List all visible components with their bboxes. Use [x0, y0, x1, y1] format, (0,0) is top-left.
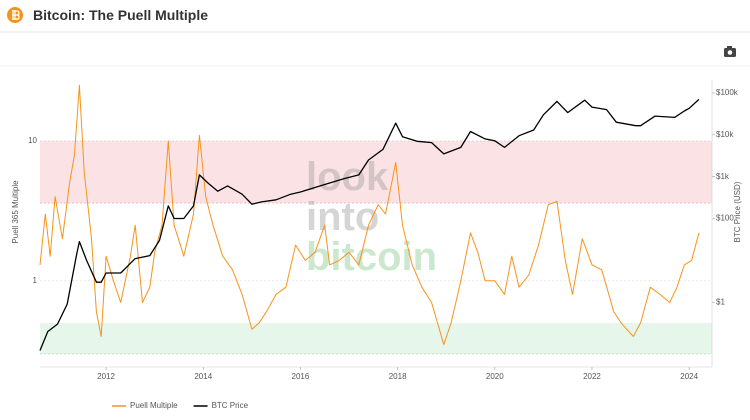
y2-tick-label: $1 [716, 297, 725, 306]
threshold-band [40, 140, 712, 204]
x-tick-label: 2014 [194, 372, 212, 381]
series-line [39, 98, 700, 351]
camera-lens [727, 50, 733, 55]
y2-tick-label: $100k [716, 88, 739, 97]
y2-tick-label: $1k [716, 172, 730, 181]
y2-axis-label: BTC Price (USD) [733, 181, 742, 242]
watermark: into [306, 195, 379, 239]
x-tick-label: 2022 [583, 372, 601, 381]
legend-label: Puell Multiple [130, 401, 178, 410]
x-tick-label: 2016 [292, 372, 310, 381]
y-tick-label: 1 [33, 276, 38, 285]
camera-top [727, 46, 732, 49]
x-tick-label: 2024 [680, 372, 698, 381]
y2-tick-label: $100 [716, 214, 734, 223]
chart-title: Bitcoin: The Puell Multiple [33, 7, 208, 23]
bitcoin-icon-glyph [12, 10, 20, 20]
x-tick-label: 2020 [486, 372, 504, 381]
series-line [39, 84, 700, 346]
watermark: bitcoin [306, 235, 437, 279]
y-axis-label: Puell 365 Multiple [11, 180, 20, 244]
y2-tick-label: $10k [716, 130, 734, 139]
camera-button[interactable] [724, 46, 736, 57]
x-tick-label: 2012 [97, 372, 115, 381]
legend-label: BTC Price [212, 401, 249, 410]
watermark: look [306, 155, 389, 199]
threshold-band [40, 322, 712, 354]
x-tick-label: 2018 [389, 372, 407, 381]
y-tick-label: 10 [28, 136, 37, 145]
